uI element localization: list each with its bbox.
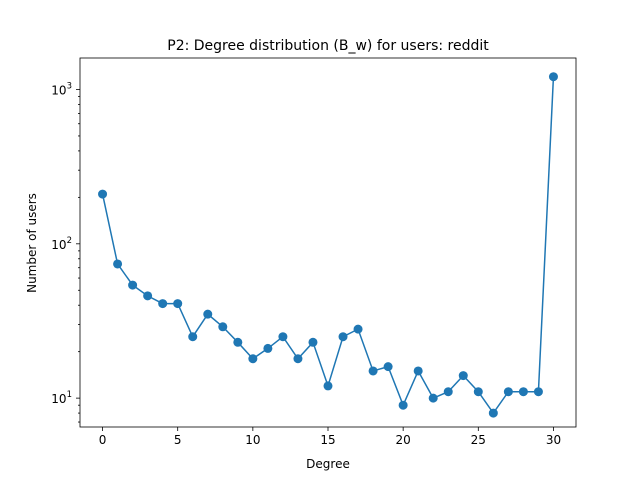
- data-point: [368, 366, 378, 376]
- data-point: [548, 72, 558, 82]
- y-tick-label: 102: [51, 236, 72, 252]
- plot-area: 0 5 10 15 20 25 30 101 102 103: [51, 57, 577, 447]
- data-point: [533, 387, 543, 397]
- data-point: [308, 337, 318, 347]
- x-axis: 0 5 10 15 20 25 30: [99, 427, 561, 447]
- data-point: [398, 400, 408, 410]
- y-axis-label: Number of users: [25, 193, 39, 293]
- data-point: [173, 299, 183, 309]
- data-point: [143, 291, 153, 301]
- data-point: [383, 362, 393, 372]
- x-tick-label: 25: [471, 433, 486, 447]
- data-points: [98, 72, 558, 418]
- data-point: [323, 381, 333, 391]
- data-point: [458, 371, 468, 381]
- data-point: [503, 387, 513, 397]
- data-point: [428, 393, 438, 403]
- x-tick-label: 5: [174, 433, 182, 447]
- data-point: [278, 332, 288, 342]
- data-point: [128, 280, 138, 290]
- data-point: [353, 324, 363, 334]
- data-point: [443, 387, 453, 397]
- data-point: [158, 299, 168, 309]
- plot-frame: [79, 57, 577, 428]
- data-point: [233, 337, 243, 347]
- data-point: [203, 309, 213, 319]
- data-point: [218, 322, 228, 332]
- data-point: [338, 332, 348, 342]
- data-point: [188, 332, 198, 342]
- x-tick-label: 0: [99, 433, 107, 447]
- data-point: [413, 366, 423, 376]
- data-point: [248, 354, 258, 364]
- x-tick-label: 20: [396, 433, 411, 447]
- data-point: [113, 259, 123, 269]
- y-axis: 101 102 103: [51, 81, 80, 423]
- data-point: [98, 189, 108, 199]
- x-tick-label: 30: [546, 433, 561, 447]
- x-tick-label: 15: [320, 433, 335, 447]
- chart-title: P2: Degree distribution (B_w) for users:…: [167, 38, 489, 54]
- data-point: [293, 354, 303, 364]
- data-point: [488, 408, 498, 418]
- y-tick-label: 103: [51, 81, 72, 97]
- y-tick-label: 101: [51, 390, 72, 406]
- x-axis-label: Degree: [306, 457, 350, 471]
- series-line: [101, 76, 555, 415]
- data-point: [263, 343, 273, 353]
- data-point: [518, 387, 528, 397]
- x-tick-label: 10: [245, 433, 260, 447]
- data-point: [473, 387, 483, 397]
